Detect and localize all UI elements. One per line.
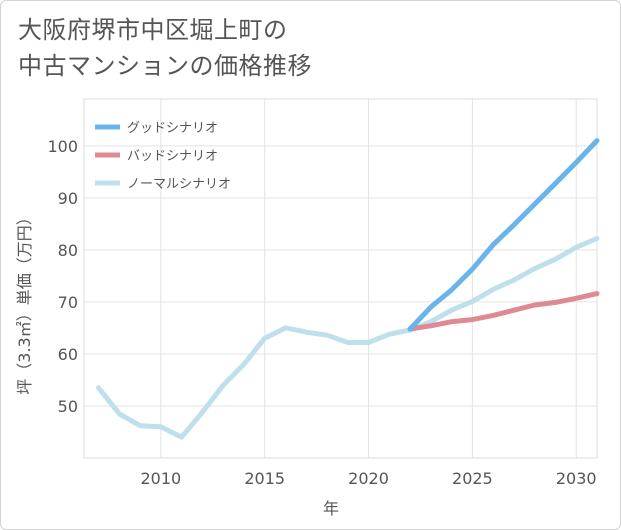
y-tick-label: 60 bbox=[58, 345, 78, 364]
x-tick-label: 2020 bbox=[348, 469, 389, 488]
y-tick-label: 80 bbox=[58, 241, 78, 260]
y-tick-label: 90 bbox=[58, 189, 78, 208]
y-tick-labels: 50 60 70 80 90 100 bbox=[47, 137, 78, 416]
plot-area-border bbox=[83, 98, 598, 459]
legend-label: バッドシナリオ bbox=[127, 149, 218, 164]
grid bbox=[83, 98, 598, 459]
x-tick-label: 2010 bbox=[140, 469, 181, 488]
chart-title-line-2: 中古マンションの価格推移 bbox=[18, 52, 312, 80]
x-tick-label: 2030 bbox=[556, 469, 597, 488]
chart-title: 大阪府堺市中区堀上町の 中古マンションの価格推移 bbox=[18, 12, 312, 84]
x-tick-label: 2015 bbox=[244, 469, 285, 488]
y-axis-label: 坪（3.3㎡）単価（万円） bbox=[15, 209, 34, 394]
y-tick-label: 70 bbox=[58, 293, 78, 312]
x-tick-label: 2025 bbox=[452, 469, 493, 488]
chart-title-line-1: 大阪府堺市中区堀上町の bbox=[18, 16, 288, 44]
series-line-0 bbox=[407, 138, 600, 332]
y-tick-label: 100 bbox=[47, 137, 78, 156]
x-axis-label: 年 bbox=[323, 499, 339, 518]
series-line-2 bbox=[96, 235, 600, 440]
y-tick-label: 50 bbox=[58, 397, 78, 416]
series-line-1 bbox=[407, 291, 600, 332]
legend-label: ノーマルシナリオ bbox=[127, 177, 231, 192]
series-layer bbox=[96, 138, 600, 440]
legend-label: グッドシナリオ bbox=[127, 121, 218, 136]
x-tick-labels: 2010 2015 2020 2025 2030 bbox=[140, 469, 596, 488]
